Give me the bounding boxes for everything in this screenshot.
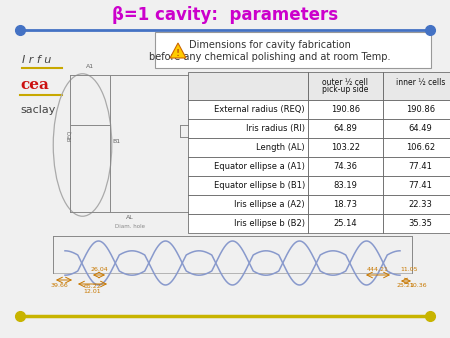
Text: Iris radius (RI): Iris radius (RI) bbox=[246, 124, 305, 133]
Bar bbox=[188, 157, 308, 176]
Bar bbox=[155, 32, 431, 68]
Text: cea: cea bbox=[20, 78, 49, 92]
Bar bbox=[383, 138, 450, 157]
Bar bbox=[308, 195, 383, 214]
Text: 10.36: 10.36 bbox=[409, 283, 427, 288]
Text: 11.05: 11.05 bbox=[400, 267, 418, 272]
Text: I r f u: I r f u bbox=[22, 55, 51, 65]
Text: 26.04: 26.04 bbox=[90, 267, 108, 272]
Bar bbox=[308, 72, 383, 100]
Text: 25.14: 25.14 bbox=[334, 219, 357, 228]
Bar bbox=[383, 214, 450, 233]
Bar bbox=[188, 214, 308, 233]
Text: 77.41: 77.41 bbox=[409, 162, 432, 171]
Bar bbox=[383, 176, 450, 195]
Text: Length (AL): Length (AL) bbox=[256, 143, 305, 152]
Text: 77.41: 77.41 bbox=[409, 181, 432, 190]
Text: B2: B2 bbox=[203, 139, 211, 144]
Text: Equator ellipse b (B1): Equator ellipse b (B1) bbox=[214, 181, 305, 190]
Bar bbox=[188, 72, 308, 100]
Bar bbox=[308, 138, 383, 157]
Bar bbox=[383, 119, 450, 138]
Text: 22.33: 22.33 bbox=[409, 200, 432, 209]
Text: Dimensions for cavity fabrication: Dimensions for cavity fabrication bbox=[189, 40, 351, 50]
Text: 106.62: 106.62 bbox=[406, 143, 435, 152]
Bar bbox=[188, 100, 308, 119]
Text: 74.36: 74.36 bbox=[333, 162, 357, 171]
Text: 190.86: 190.86 bbox=[331, 105, 360, 114]
Text: REQ: REQ bbox=[67, 130, 72, 141]
Text: B1: B1 bbox=[112, 139, 120, 144]
Text: 103.22: 103.22 bbox=[331, 143, 360, 152]
Bar bbox=[308, 176, 383, 195]
Text: 64.89: 64.89 bbox=[333, 124, 357, 133]
Bar bbox=[188, 195, 308, 214]
Text: 39.66: 39.66 bbox=[50, 283, 68, 288]
Text: !: ! bbox=[176, 48, 180, 57]
Bar bbox=[308, 119, 383, 138]
Bar bbox=[188, 119, 308, 138]
Text: AL: AL bbox=[126, 215, 134, 220]
Text: Diam. hole: Diam. hole bbox=[115, 224, 145, 229]
Bar bbox=[308, 214, 383, 233]
Text: 65.22: 65.22 bbox=[84, 284, 102, 289]
Text: saclay: saclay bbox=[20, 105, 55, 115]
Bar bbox=[188, 138, 308, 157]
Text: 35.35: 35.35 bbox=[409, 219, 432, 228]
Text: outer ½ cell: outer ½ cell bbox=[323, 78, 369, 87]
Text: 25.21: 25.21 bbox=[396, 283, 414, 288]
Text: 83.19: 83.19 bbox=[333, 181, 357, 190]
Text: A1: A1 bbox=[86, 64, 94, 69]
Bar bbox=[188, 176, 308, 195]
Bar bbox=[308, 157, 383, 176]
Text: 64.49: 64.49 bbox=[409, 124, 432, 133]
Bar bbox=[383, 72, 450, 100]
Bar bbox=[383, 157, 450, 176]
Bar bbox=[383, 195, 450, 214]
Text: inner ½ cells: inner ½ cells bbox=[396, 78, 445, 87]
Polygon shape bbox=[170, 43, 186, 58]
Text: pick-up side: pick-up side bbox=[322, 85, 369, 94]
Text: 444.21: 444.21 bbox=[367, 267, 389, 272]
Bar bbox=[383, 100, 450, 119]
Text: Iris ellipse a (A2): Iris ellipse a (A2) bbox=[234, 200, 305, 209]
Text: Iris ellipse b (B2): Iris ellipse b (B2) bbox=[234, 219, 305, 228]
Text: External radius (REQ): External radius (REQ) bbox=[214, 105, 305, 114]
Text: before any chemical polishing and at room Temp.: before any chemical polishing and at roo… bbox=[149, 52, 391, 62]
Text: β=1 cavity:  parameters: β=1 cavity: parameters bbox=[112, 6, 338, 24]
Text: 190.86: 190.86 bbox=[406, 105, 435, 114]
Text: 12.01: 12.01 bbox=[83, 289, 101, 294]
Text: Equator ellipse a (A1): Equator ellipse a (A1) bbox=[214, 162, 305, 171]
Bar bbox=[308, 100, 383, 119]
Text: 18.73: 18.73 bbox=[333, 200, 357, 209]
Text: A2: A2 bbox=[203, 126, 211, 131]
